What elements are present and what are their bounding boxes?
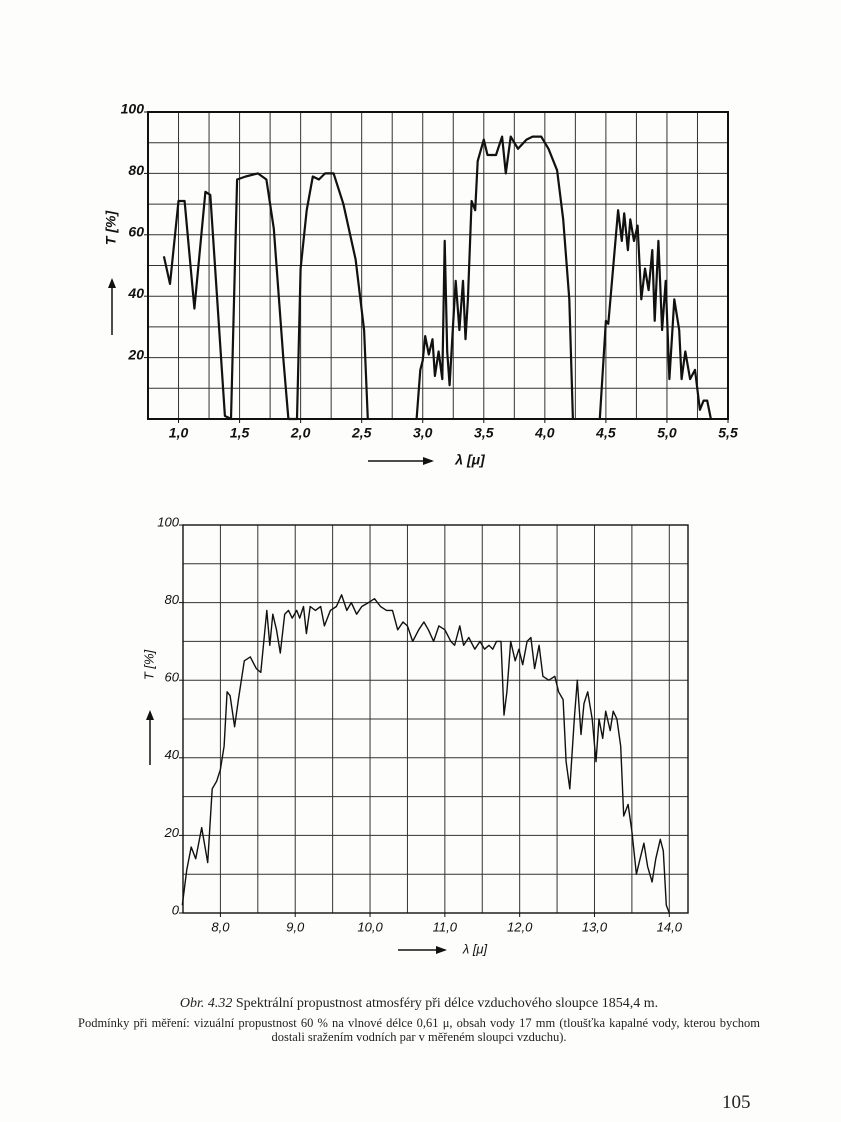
x-tick-label: 5,0 — [657, 425, 677, 441]
x-tick-label: 9,0 — [286, 919, 305, 934]
x-tick-label: 3,0 — [413, 425, 433, 441]
y-tick-label: 40 — [165, 747, 180, 762]
y-tick-label: 40 — [127, 285, 144, 301]
x-tick-label: 12,0 — [507, 919, 533, 934]
caption: Obr. 4.32 Spektrální propustnost atmosfé… — [78, 996, 760, 1044]
x-tick-label: 4,0 — [534, 425, 555, 441]
caption-title: Spektrální propustnost atmosféry při dél… — [235, 996, 659, 1011]
data-line — [162, 135, 712, 421]
y-axis-label: T [%] — [141, 649, 156, 680]
x-tick-label: 10,0 — [357, 919, 383, 934]
x-axis-arrowhead — [423, 457, 434, 465]
y-axis-arrowhead — [146, 710, 154, 720]
caption-note: Podmínky při měření: vizuální propustnos… — [78, 1016, 760, 1044]
y-tick-label: 20 — [164, 825, 180, 840]
x-tick-label: 11,0 — [433, 919, 458, 934]
x-tick-label: 2,0 — [290, 425, 311, 441]
y-tick-label: 60 — [165, 670, 180, 685]
x-tick-label: 8,0 — [211, 919, 230, 934]
y-axis-arrowhead — [108, 278, 116, 288]
x-tick-label: 1,5 — [230, 425, 250, 441]
x-tick-label: 14,0 — [657, 919, 683, 934]
y-tick-label: 100 — [121, 101, 145, 117]
plot-frame — [147, 111, 729, 420]
x-axis-label: λ [μ] — [454, 452, 486, 468]
x-tick-label: 5,5 — [718, 425, 738, 441]
x-axis-arrowhead — [436, 946, 447, 954]
caption-label: Obr. 4.32 — [179, 996, 233, 1011]
x-tick-label: 1,0 — [169, 425, 189, 441]
x-axis-label: λ [μ] — [462, 941, 488, 956]
y-tick-label: 60 — [128, 224, 144, 240]
caption-main: Obr. 4.32 Spektrální propustnost atmosfé… — [78, 996, 760, 1012]
y-tick-label: 0 — [172, 902, 180, 917]
y-tick-label: 80 — [165, 592, 180, 607]
x-tick-label: 13,0 — [582, 919, 608, 934]
chart-0: 20 40 60 80 100 1,0 1,5 2,0 2,5 3,0 3,5 4,0 4,5 5,0 5,… — [103, 101, 738, 468]
x-tick-label: 2,5 — [351, 425, 372, 441]
y-tick-label: 80 — [128, 162, 144, 178]
plot-frame — [182, 524, 689, 914]
x-tick-label: 4,5 — [595, 425, 616, 441]
page-number: 105 — [722, 1092, 751, 1113]
y-tick-label: 100 — [157, 514, 179, 529]
x-tick-label: 3,5 — [474, 425, 494, 441]
y-axis-label: T [%] — [103, 210, 119, 246]
y-tick-label: 20 — [127, 346, 144, 362]
data-line — [181, 594, 670, 914]
chart-1: 0 20 40 60 80 100 8,0 9,0 10,0 11,0 12,0 13,0 14,0 T … — [141, 514, 689, 956]
